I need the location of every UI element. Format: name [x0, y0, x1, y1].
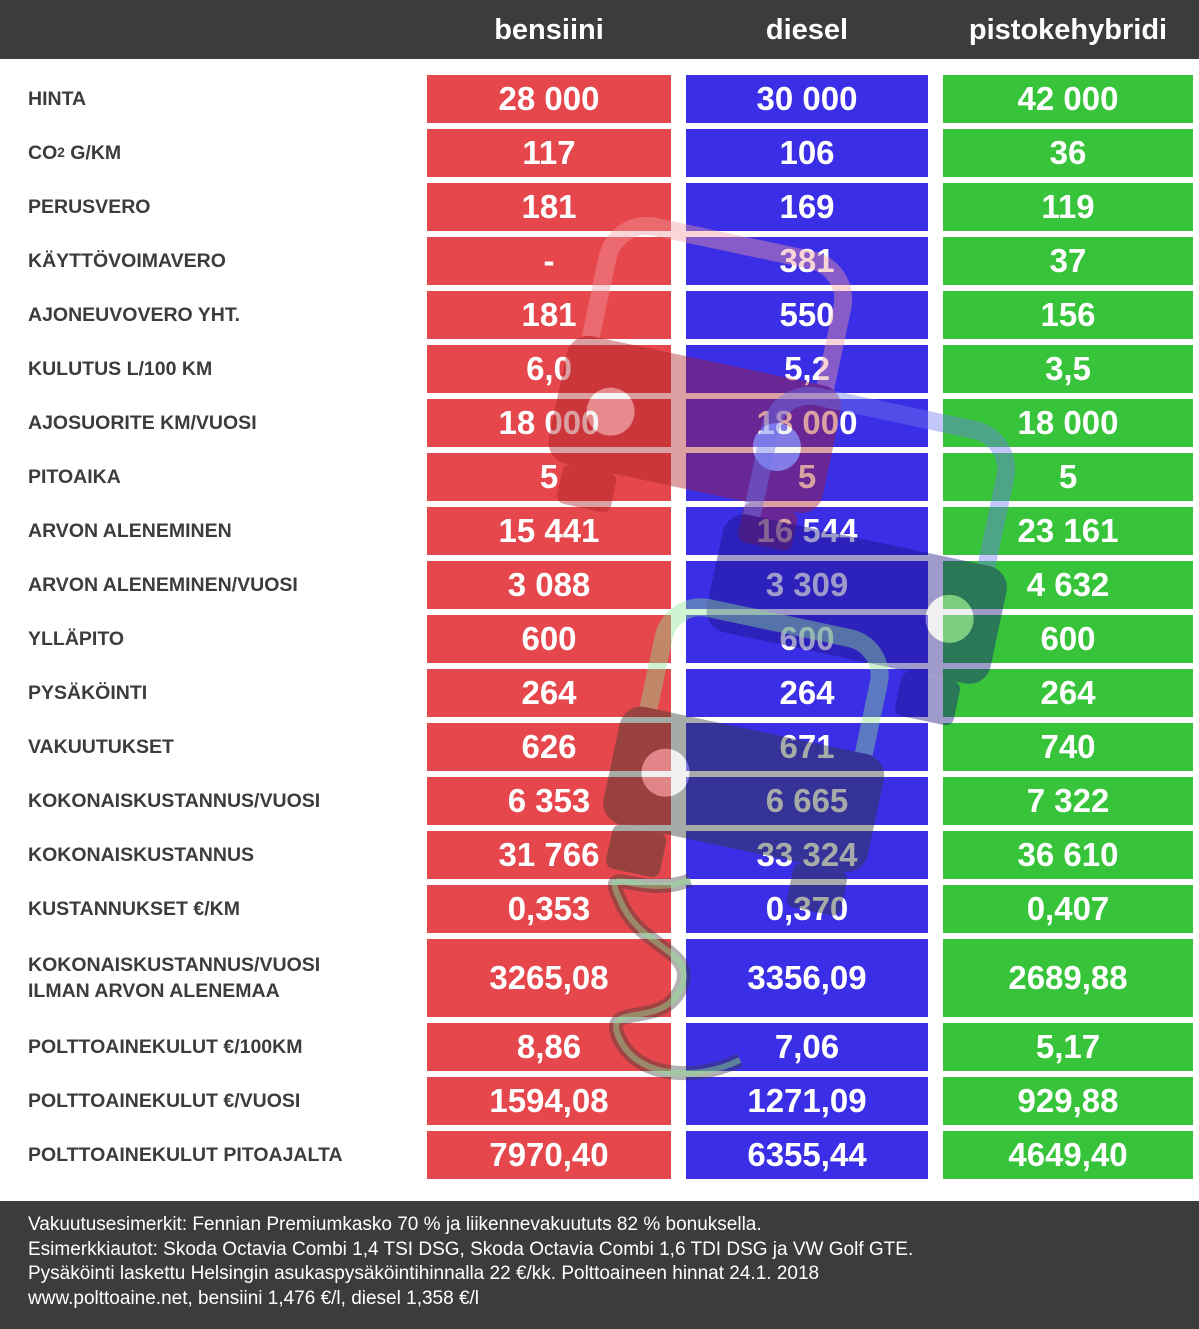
cell-pistokehybridi: 3,5: [943, 345, 1193, 393]
cell-bensiini: 117: [427, 129, 671, 177]
row-label: AJONEUVOVERO YHT.: [28, 304, 241, 326]
cell-diesel: 550: [686, 291, 928, 339]
cell-pistokehybridi: 264: [943, 669, 1193, 717]
row-label: PYSÄKÖINTI: [28, 682, 148, 704]
cell-diesel: 6 665: [686, 777, 928, 825]
cell-bensiini: 6,0: [427, 345, 671, 393]
cell-pistokehybridi: 4649,40: [943, 1131, 1193, 1179]
row-label: PITOAIKA: [28, 466, 121, 488]
cell-diesel: 671: [686, 723, 928, 771]
row-label: KOKONAISKUSTANNUS: [28, 844, 255, 866]
cell-pistokehybridi: 7 322: [943, 777, 1193, 825]
cell-pistokehybridi: 37: [943, 237, 1193, 285]
cell-diesel: 6355,44: [686, 1131, 928, 1179]
cell-bensiini: 3 088: [427, 561, 671, 609]
cell-bensiini: 181: [427, 183, 671, 231]
cell-diesel: 33 324: [686, 831, 928, 879]
cell-pistokehybridi: 5,17: [943, 1023, 1193, 1071]
cell-bensiini: 28 000: [427, 75, 671, 123]
cell-diesel: 106: [686, 129, 928, 177]
cell-bensiini: -: [427, 237, 671, 285]
column-header-diesel: diesel: [765, 14, 849, 46]
cell-pistokehybridi: 929,88: [943, 1077, 1193, 1125]
column-header-pistokehybridi: pistokehybridi: [968, 14, 1168, 46]
header-bar: bensiini diesel pistokehybridi: [0, 0, 1199, 59]
row-label: POLTTOAINEKULUT PITOAJALTA: [28, 1144, 343, 1166]
row-label: KOKONAISKUSTANNUS/VUOSI ILMAN ARVON ALEN…: [28, 954, 321, 1002]
row-label: KÄYTTÖVOIMAVERO: [28, 250, 226, 272]
cell-diesel: 5: [686, 453, 928, 501]
cell-pistokehybridi: 0,407: [943, 885, 1193, 933]
cell-diesel: 1271,09: [686, 1077, 928, 1125]
cell-pistokehybridi: 23 161: [943, 507, 1193, 555]
cell-diesel: 264: [686, 669, 928, 717]
cell-diesel: 3 309: [686, 561, 928, 609]
cell-pistokehybridi: 4 632: [943, 561, 1193, 609]
cell-diesel: 169: [686, 183, 928, 231]
cell-bensiini: 264: [427, 669, 671, 717]
cell-diesel: 3356,09: [686, 939, 928, 1017]
footnote-line-fuel-source: www.polttoaine.net, bensiini 1,476 €/l, …: [28, 1287, 480, 1309]
cell-pistokehybridi: 18 000: [943, 399, 1193, 447]
cell-pistokehybridi: 119: [943, 183, 1193, 231]
row-label: KULUTUS L/100 KM: [28, 358, 213, 380]
cell-bensiini: 15 441: [427, 507, 671, 555]
cell-diesel: 600: [686, 615, 928, 663]
cell-pistokehybridi: 600: [943, 615, 1193, 663]
row-label: KOKONAISKUSTANNUS/VUOSI: [28, 790, 321, 812]
cell-bensiini: 5: [427, 453, 671, 501]
cell-bensiini: 3265,08: [427, 939, 671, 1017]
cell-bensiini: 0,353: [427, 885, 671, 933]
cell-diesel: 16 544: [686, 507, 928, 555]
cell-bensiini: 31 766: [427, 831, 671, 879]
cell-pistokehybridi: 2689,88: [943, 939, 1193, 1017]
cell-diesel: 18 000: [686, 399, 928, 447]
cell-pistokehybridi: 740: [943, 723, 1193, 771]
cell-bensiini: 1594,08: [427, 1077, 671, 1125]
cell-bensiini: 626: [427, 723, 671, 771]
cell-pistokehybridi: 5: [943, 453, 1193, 501]
cell-diesel: 0,370: [686, 885, 928, 933]
row-label: POLTTOAINEKULUT €/100KM: [28, 1036, 303, 1058]
cell-pistokehybridi: 36 610: [943, 831, 1193, 879]
footnote-line-cars: Esimerkkiautot: Skoda Octavia Combi 1,4 …: [28, 1238, 914, 1260]
column-header-bensiini: bensiini: [494, 14, 604, 46]
cell-bensiini: 6 353: [427, 777, 671, 825]
footnote-line-parking: Pysäköinti laskettu Helsingin asukaspysä…: [28, 1263, 820, 1284]
row-label: POLTTOAINEKULUT €/VUOSI: [28, 1090, 301, 1112]
footnote-line-insurance: Vakuutusesimerkit: Fennian Premiumkasko …: [28, 1214, 762, 1235]
cell-pistokehybridi: 156: [943, 291, 1193, 339]
row-label: ARVON ALENEMINEN/VUOSI: [28, 574, 298, 596]
row-label: HINTA: [28, 88, 87, 110]
cell-pistokehybridi: 42 000: [943, 75, 1193, 123]
cell-bensiini: 600: [427, 615, 671, 663]
cell-diesel: 7,06: [686, 1023, 928, 1071]
cell-diesel: 381: [686, 237, 928, 285]
cell-pistokehybridi: 36: [943, 129, 1193, 177]
cell-bensiini: 181: [427, 291, 671, 339]
row-label-subscript: 2: [57, 145, 65, 160]
row-label: ARVON ALENEMINEN: [28, 520, 232, 542]
row-label-unit: G/KM: [64, 142, 122, 164]
row-label-text: CO: [28, 142, 58, 164]
cell-bensiini: 8,86: [427, 1023, 671, 1071]
cell-diesel: 5,2: [686, 345, 928, 393]
row-label: VAKUUTUKSET: [28, 736, 174, 758]
cell-bensiini: 18 000: [427, 399, 671, 447]
row-label: PERUSVERO: [28, 196, 151, 218]
cell-diesel: 30 000: [686, 75, 928, 123]
row-label: KUSTANNUKSET €/KM: [28, 898, 240, 920]
footnote-panel: Vakuutusesimerkit: Fennian Premiumkasko …: [0, 1201, 1199, 1329]
row-label: AJOSUORITE KM/VUOSI: [28, 412, 257, 434]
cell-bensiini: 7970,40: [427, 1131, 671, 1179]
row-label: YLLÄPITO: [28, 628, 125, 650]
row-label: CO 2 G/KM: [28, 129, 418, 177]
